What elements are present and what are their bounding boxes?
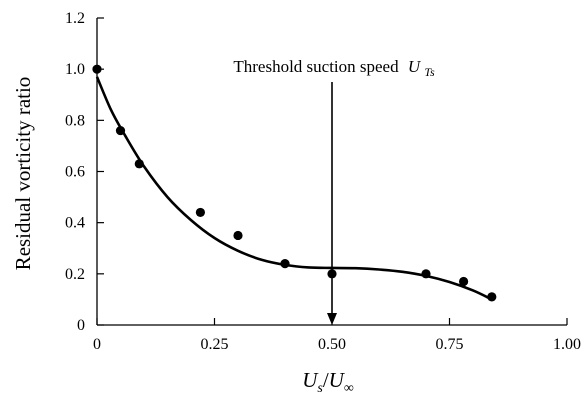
data-points — [92, 64, 497, 302]
x-axis-title-sub1: s — [317, 381, 323, 396]
y-tick-label: 0.4 — [65, 215, 85, 232]
threshold-label: Threshold suction speed U Ts — [233, 57, 435, 79]
y-tick-label: 0 — [77, 317, 85, 334]
threshold-label-symbol: U — [408, 57, 422, 76]
y-tick-label: 0.2 — [65, 266, 85, 283]
data-point — [92, 64, 102, 74]
threshold-arrow-head — [327, 313, 337, 325]
x-tick-label: 0.25 — [201, 336, 229, 353]
y-tick-label: 1.2 — [65, 10, 85, 27]
data-point — [459, 276, 469, 287]
data-point — [134, 159, 144, 169]
x-axis-title-u1: U — [302, 368, 319, 392]
x-axis-title: Us/U∞ — [302, 368, 354, 396]
data-point — [115, 125, 126, 136]
y-axis-ticks: 0 0.2 0.4 0.6 0.8 1.0 1.2 — [65, 10, 104, 334]
data-point — [487, 292, 497, 302]
data-point — [195, 207, 205, 218]
x-tick-label: 0 — [93, 336, 101, 353]
data-point — [233, 230, 243, 241]
threshold-label-text: Threshold suction speed — [233, 57, 399, 76]
data-point — [421, 269, 431, 279]
x-axis-title-sub2: ∞ — [344, 381, 354, 396]
x-axis-title-u2: U — [329, 368, 346, 392]
x-axis-ticks: 0 0.25 0.50 0.75 1.00 — [93, 318, 581, 353]
threshold-annotation: Threshold suction speed U Ts — [233, 57, 435, 325]
x-tick-label: 1.00 — [553, 336, 581, 353]
data-point — [280, 259, 290, 269]
x-axis-title-slash: / — [323, 368, 329, 392]
fit-curve — [95, 76, 493, 301]
x-tick-label: 0.50 — [318, 336, 346, 353]
y-tick-label: 0.6 — [65, 164, 85, 181]
y-tick-label: 0.8 — [65, 112, 85, 129]
x-tick-label: 0.75 — [436, 336, 464, 353]
y-axis-title: Residual vorticity ratio — [11, 77, 35, 271]
y-tick-label: 1.0 — [65, 61, 85, 78]
threshold-label-subscript: Ts — [424, 65, 435, 79]
